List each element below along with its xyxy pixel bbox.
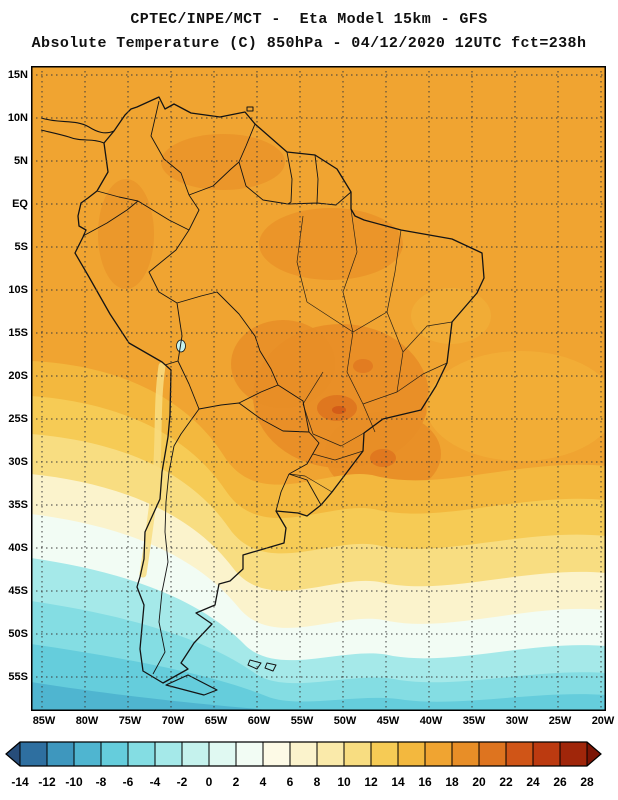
colorbar-cell xyxy=(425,742,452,766)
colorbar-cell xyxy=(371,742,398,766)
gridlines xyxy=(31,66,606,711)
lon-label: 75W xyxy=(118,715,142,727)
central-america-coast xyxy=(40,117,115,144)
colorbar-cell xyxy=(236,742,263,766)
colorbar-tick-label: 6 xyxy=(287,775,294,789)
colorbar-tick-label: 24 xyxy=(526,775,540,789)
colorbar-outline xyxy=(5,741,602,767)
colorbar-cell xyxy=(560,742,587,766)
state-borders xyxy=(288,208,453,493)
colorbar-cell xyxy=(74,742,101,766)
temperature-field xyxy=(31,66,606,711)
lat-label: 30S xyxy=(8,456,28,468)
colorbar-cells xyxy=(6,742,601,766)
lat-label: 10N xyxy=(7,112,28,124)
lat-label: 15S xyxy=(8,327,28,339)
lon-label: 80W xyxy=(75,715,99,727)
colorbar-cell xyxy=(20,742,47,766)
map-region: 15N 10N 5N EQ 5S 10S 15S 20S 25S 30S 35S… xyxy=(0,66,618,734)
lat-label: 5S xyxy=(14,241,28,253)
lon-label: 20W xyxy=(591,715,615,727)
title-line-1: CPTEC/INPE/MCT - Eta Model 15km - GFS xyxy=(130,11,488,28)
colorbar-cell xyxy=(506,742,533,766)
colorbar-tick-label: 14 xyxy=(391,775,405,789)
colorbar-cell xyxy=(452,742,479,766)
colorbar-cell xyxy=(479,742,506,766)
colorbar-tick-label: -2 xyxy=(177,775,188,789)
lon-label: 50W xyxy=(333,715,357,727)
colorbar-cell xyxy=(533,742,560,766)
colorbar-tick-label: -10 xyxy=(65,775,83,789)
lat-label: 55S xyxy=(8,671,28,683)
colorbar-cell xyxy=(128,742,155,766)
temperature-map-svg xyxy=(31,66,606,711)
colorbar-tick-label: 22 xyxy=(499,775,513,789)
lon-label: 70W xyxy=(161,715,185,727)
lat-label: 40S xyxy=(8,542,28,554)
colorbar: -14 -12 -10 -8 -6 -4 -2 0 2 4 6 8 10 12 … xyxy=(5,741,602,789)
colorbar-cell xyxy=(47,742,74,766)
lat-label: 45S xyxy=(8,585,28,597)
colorbar-cell xyxy=(6,742,20,766)
lat-label: 25S xyxy=(8,413,28,425)
colorbar-cell xyxy=(209,742,236,766)
colorbar-separators xyxy=(19,742,588,766)
colorbar-cell xyxy=(398,742,425,766)
colorbar-cell xyxy=(182,742,209,766)
colorbar-cell xyxy=(101,742,128,766)
lon-label: 60W xyxy=(247,715,271,727)
coastline xyxy=(74,96,485,684)
lat-label: 5N xyxy=(13,155,28,167)
country-borders xyxy=(82,100,352,675)
title-line-2: Absolute Temperature (C) 850hPa - 04/12/… xyxy=(31,35,587,52)
lon-label: 55W xyxy=(290,715,314,727)
colorbar-tick-label: 8 xyxy=(314,775,321,789)
lat-label: 35S xyxy=(8,499,28,511)
lon-label: 65W xyxy=(204,715,228,727)
colorbar-cell xyxy=(263,742,290,766)
colorbar-tick-label: -6 xyxy=(123,775,134,789)
colorbar-tick-label: -8 xyxy=(96,775,107,789)
lon-label: 40W xyxy=(419,715,443,727)
colorbar-cell xyxy=(344,742,371,766)
lon-label: 30W xyxy=(505,715,529,727)
colorbar-tick-labels: -14 -12 -10 -8 -6 -4 -2 0 2 4 6 8 10 12 … xyxy=(11,775,594,789)
lon-label: 85W xyxy=(32,715,56,727)
lon-label: 35W xyxy=(462,715,486,727)
colorbar-tick-label: 2 xyxy=(233,775,240,789)
colorbar-tick-label: 20 xyxy=(472,775,486,789)
colorbar-tick-label: 28 xyxy=(580,775,594,789)
map-border xyxy=(31,66,606,711)
lat-label: 50S xyxy=(8,628,28,640)
colorbar-tick-label: 10 xyxy=(337,775,351,789)
colorbar-tick-label: 0 xyxy=(206,775,213,789)
colorbar-tick-label: 26 xyxy=(553,775,567,789)
colorbar-cell xyxy=(155,742,182,766)
header: CPTEC/INPE/MCT - Eta Model 15km - GFS Ab… xyxy=(0,0,618,56)
tierra-del-fuego xyxy=(165,674,218,696)
colorbar-tick-label: -4 xyxy=(150,775,161,789)
colorbar-cell xyxy=(587,742,601,766)
colorbar-cell xyxy=(290,742,317,766)
lon-label: 25W xyxy=(548,715,572,727)
colorbar-tick-label: -14 xyxy=(11,775,29,789)
colorbar-tick-label: 18 xyxy=(445,775,459,789)
colorbar-tick-label: 12 xyxy=(364,775,378,789)
colorbar-cell xyxy=(317,742,344,766)
lat-label: 15N xyxy=(7,69,28,81)
colorbar-tick-label: 4 xyxy=(260,775,267,789)
colorbar-tick-label: 16 xyxy=(418,775,432,789)
colorbar-tick-label: -12 xyxy=(38,775,56,789)
lat-label: 20S xyxy=(8,370,28,382)
lon-label: 45W xyxy=(376,715,400,727)
lat-label: EQ xyxy=(12,198,28,210)
lat-label: 10S xyxy=(8,284,28,296)
